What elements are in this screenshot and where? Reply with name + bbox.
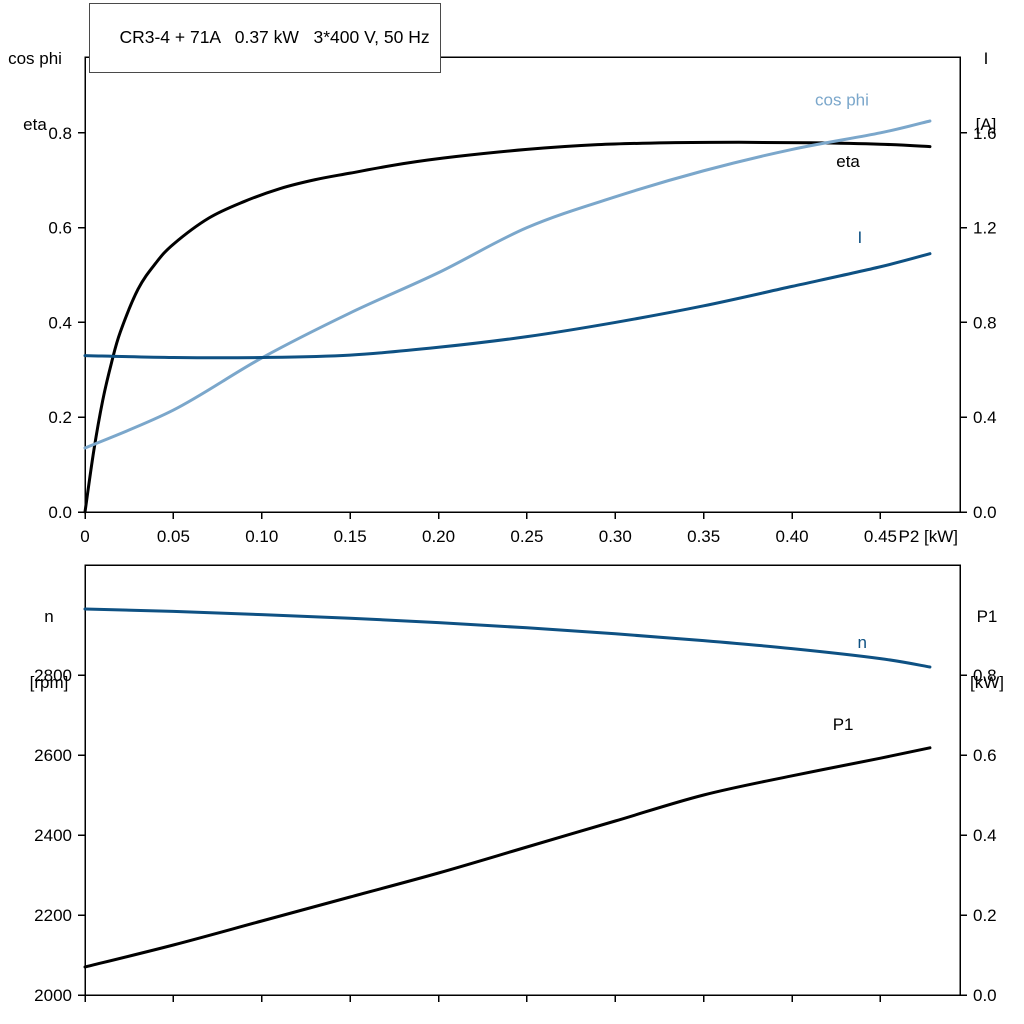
right-tick-label: 0.8 [973,313,997,332]
x-tick-label: 0.10 [245,527,278,546]
top-right-axis-label: I [A] [962,4,1010,180]
bottom-left-axis-label: n [rpm] [20,562,78,738]
bottom-right-axis-label: P1 [kW] [962,562,1012,738]
series-P1-label: P1 [833,715,854,734]
axis-label-cos-phi: cos phi [8,49,62,68]
left-tick-label: 2600 [34,746,72,765]
left-tick-label: 0.0 [48,503,72,522]
right-tick-label: 0.6 [973,746,997,765]
motor-efficiency-chart-frame [84,56,961,513]
right-tick-label: 1.6 [973,124,997,143]
x-tick-label: 0.30 [599,527,632,546]
right-tick-label: 0.4 [973,408,997,427]
axis-label-speed: n [44,607,54,626]
left-tick-label: 0.8 [48,124,72,143]
right-tick-label: 0.2 [973,906,997,925]
top-left-axis-label: cos phi eta [0,4,70,180]
x-tick-label: 0.05 [157,527,190,546]
axis-label-current: I [983,49,989,68]
right-tick-label: 0.4 [973,826,997,845]
left-tick-label: 0.2 [48,408,72,427]
chart-title-box: CR3-4 + 71A 0.37 kW 3*400 V, 50 Hz [89,3,441,73]
left-tick-label: 0.4 [48,313,72,332]
x-tick-label: 0.15 [334,527,367,546]
chart-title-text: CR3-4 + 71A 0.37 kW 3*400 V, 50 Hz [119,27,430,47]
left-tick-label: 2400 [34,826,72,845]
right-tick-label: 0.8 [973,666,997,685]
x-axis-label: P2 [kW] [898,527,958,546]
x-tick-label: 0.40 [776,527,809,546]
axis-label-eta: eta [23,115,47,134]
series-cos-phi-curve [83,119,932,450]
series-n-curve [83,607,932,669]
series-I-curve [83,252,932,360]
axis-label-speed-unit: [rpm] [29,673,69,692]
series-n-label: n [857,633,866,652]
left-tick-label: 2000 [34,986,72,1005]
series-P1-curve [83,746,932,969]
axis-label-current-unit: [A] [975,115,997,134]
axis-label-p1-unit: [kW] [970,673,1004,692]
x-tick-label: 0.25 [510,527,543,546]
x-tick-label: 0.20 [422,527,455,546]
right-tick-label: 0.0 [973,986,997,1005]
right-tick-label: 0.0 [973,503,997,522]
series-eta-label: eta [836,152,860,171]
left-tick-label: 2200 [34,906,72,925]
motor-speed-power-chart-frame [84,564,961,996]
series-I-label: I [857,228,862,247]
x-tick-label: 0.35 [687,527,720,546]
left-tick-label: 2800 [34,666,72,685]
right-tick-label: 1.2 [973,219,997,238]
x-tick-label: 0 [80,527,89,546]
series-cos-phi-label: cos phi [815,90,869,109]
x-tick-label: 0.45 [864,527,897,546]
axis-label-p1: P1 [976,607,998,626]
left-tick-label: 0.6 [48,219,72,238]
series-eta-curve [83,140,932,514]
